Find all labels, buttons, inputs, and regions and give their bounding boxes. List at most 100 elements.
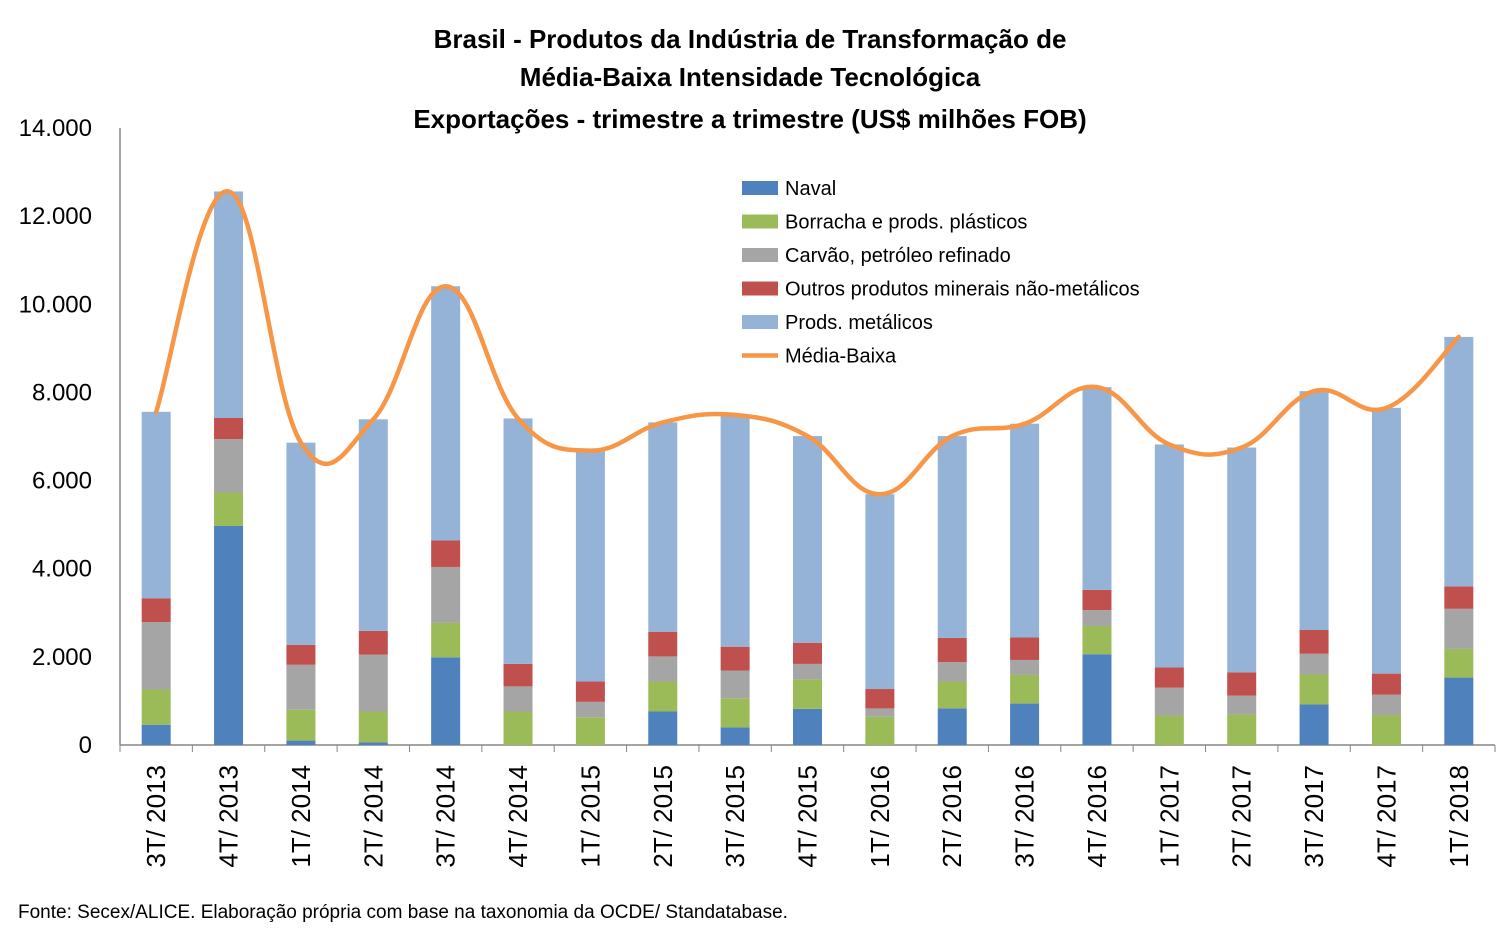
bar-segment — [1154, 667, 1184, 688]
source-note: Fonte: Secex/ALICE. Elaboração própria c… — [18, 902, 788, 923]
bar-segment — [214, 525, 244, 745]
bar-segment — [1444, 648, 1474, 678]
bar-segment — [358, 630, 388, 655]
x-tick-label: 2T/ 2015 — [648, 765, 678, 868]
bar-segment — [648, 656, 678, 682]
bar-segment — [648, 681, 678, 712]
bar-segment — [1444, 586, 1474, 609]
x-tick-label: 3T/ 2016 — [1010, 765, 1040, 868]
bar-segment — [431, 286, 461, 541]
chart: Brasil - Produtos da Indústria de Transf… — [19, 24, 1496, 868]
bar-segment — [648, 711, 678, 745]
bar-segment — [1299, 391, 1329, 630]
bar-segment — [286, 740, 316, 745]
bar-segment — [1010, 674, 1040, 704]
bar-segment — [648, 422, 678, 632]
bar-segment — [214, 191, 244, 418]
bar-segment — [793, 436, 822, 643]
bar-segment — [1371, 407, 1401, 674]
legend-swatch — [742, 181, 778, 195]
bar-segment — [1082, 589, 1112, 611]
bar-segment — [1444, 336, 1474, 587]
legend-swatch — [742, 214, 778, 229]
y-tick-label: 2.000 — [32, 644, 92, 671]
x-tick-label: 4T/ 2016 — [1082, 765, 1112, 868]
bar-segment — [286, 442, 316, 645]
bar-segment — [358, 711, 388, 743]
bar-segment — [431, 566, 461, 623]
bar-segment — [793, 642, 822, 664]
x-axis: 3T/ 2013 4T/ 2013 1T/ 2014 2T/ 2014 3T/ 2014… — [119, 744, 1496, 868]
bar-segment — [431, 622, 461, 658]
chart-title-line: Exportações - trimestre a trimestre (US$… — [413, 104, 1086, 134]
bar-segment — [1082, 610, 1112, 627]
legend-label: Naval — [785, 178, 836, 200]
bar-segment — [1082, 626, 1112, 655]
bar-segment — [648, 631, 678, 657]
bar-segment — [720, 670, 750, 699]
x-tick-label: 1T/ 2014 — [286, 765, 316, 868]
x-tick-label: 4T/ 2015 — [793, 765, 823, 868]
bar-segment — [575, 450, 605, 682]
bar-segment — [1227, 714, 1257, 745]
bar-segment — [1227, 672, 1257, 696]
bar-segment — [793, 708, 822, 745]
bar-segment — [1082, 387, 1112, 590]
bar-segment — [431, 540, 461, 567]
bar-segment — [431, 657, 461, 745]
legend-swatch — [742, 281, 778, 296]
x-tick-label: 3T/ 2017 — [1299, 765, 1329, 868]
bar-segment — [1010, 423, 1040, 638]
bar-segment — [865, 708, 895, 717]
bar-segment — [1299, 704, 1329, 745]
bar-segment — [141, 689, 171, 725]
y-axis: 0 2.000 4.000 6.000 8.000 10.000 12.000 14.000 — [19, 115, 121, 759]
legend-label: Outros produtos minerais não-metálicos — [785, 279, 1140, 301]
bar-segment — [937, 436, 967, 638]
x-tick-label: 3T/ 2014 — [431, 765, 461, 868]
bar-segment — [1444, 608, 1474, 649]
y-tick-label: 10.000 — [19, 291, 92, 318]
bars — [141, 191, 1474, 745]
x-tick-label: 4T/ 2014 — [503, 765, 533, 868]
bar-segment — [1154, 444, 1184, 668]
y-tick-label: 8.000 — [32, 379, 92, 406]
bar-segment — [503, 663, 533, 687]
bar-segment — [1299, 629, 1329, 654]
y-tick-label: 4.000 — [32, 556, 92, 583]
bar-segment — [1010, 703, 1040, 745]
bar-segment — [214, 439, 244, 493]
bar-segment — [720, 414, 750, 647]
bar-segment — [937, 681, 967, 709]
bar-segment — [937, 708, 967, 745]
bar-segment — [937, 662, 967, 682]
line-series — [153, 189, 1462, 497]
bar-segment — [865, 494, 895, 690]
bar-segment — [1444, 677, 1474, 745]
x-tick-label: 4T/ 2017 — [1371, 765, 1401, 868]
x-tick-label: 4T/ 2013 — [214, 765, 244, 868]
legend-label: Borracha e prods. plásticos — [785, 212, 1027, 234]
bar-segment — [503, 418, 533, 664]
bar-segment — [575, 681, 605, 702]
bar-segment — [286, 644, 316, 665]
bar-segment — [358, 742, 388, 745]
bar-segment — [793, 679, 822, 709]
bar-segment — [1227, 695, 1257, 715]
bar-segment — [214, 492, 244, 526]
legend: Naval Borracha e prods. plásticos Carvão, … — [742, 178, 1140, 368]
bar-segment — [141, 622, 171, 690]
bar-segment — [358, 654, 388, 712]
bar-segment — [1154, 687, 1184, 716]
bar-segment — [793, 663, 822, 680]
x-tick-label: 1T/ 2018 — [1444, 765, 1474, 868]
y-tick-label: 0 — [79, 732, 92, 759]
bar-segment — [575, 717, 605, 745]
bar-segment — [720, 698, 750, 728]
chart-title: Brasil - Produtos da Indústria de Transf… — [413, 24, 1086, 134]
legend-label: Média-Baixa — [785, 346, 897, 368]
x-tick-label: 1T/ 2015 — [575, 765, 605, 868]
bar-segment — [1010, 637, 1040, 660]
bar-segment — [1299, 653, 1329, 675]
x-tick-label: 3T/ 2013 — [141, 765, 171, 868]
